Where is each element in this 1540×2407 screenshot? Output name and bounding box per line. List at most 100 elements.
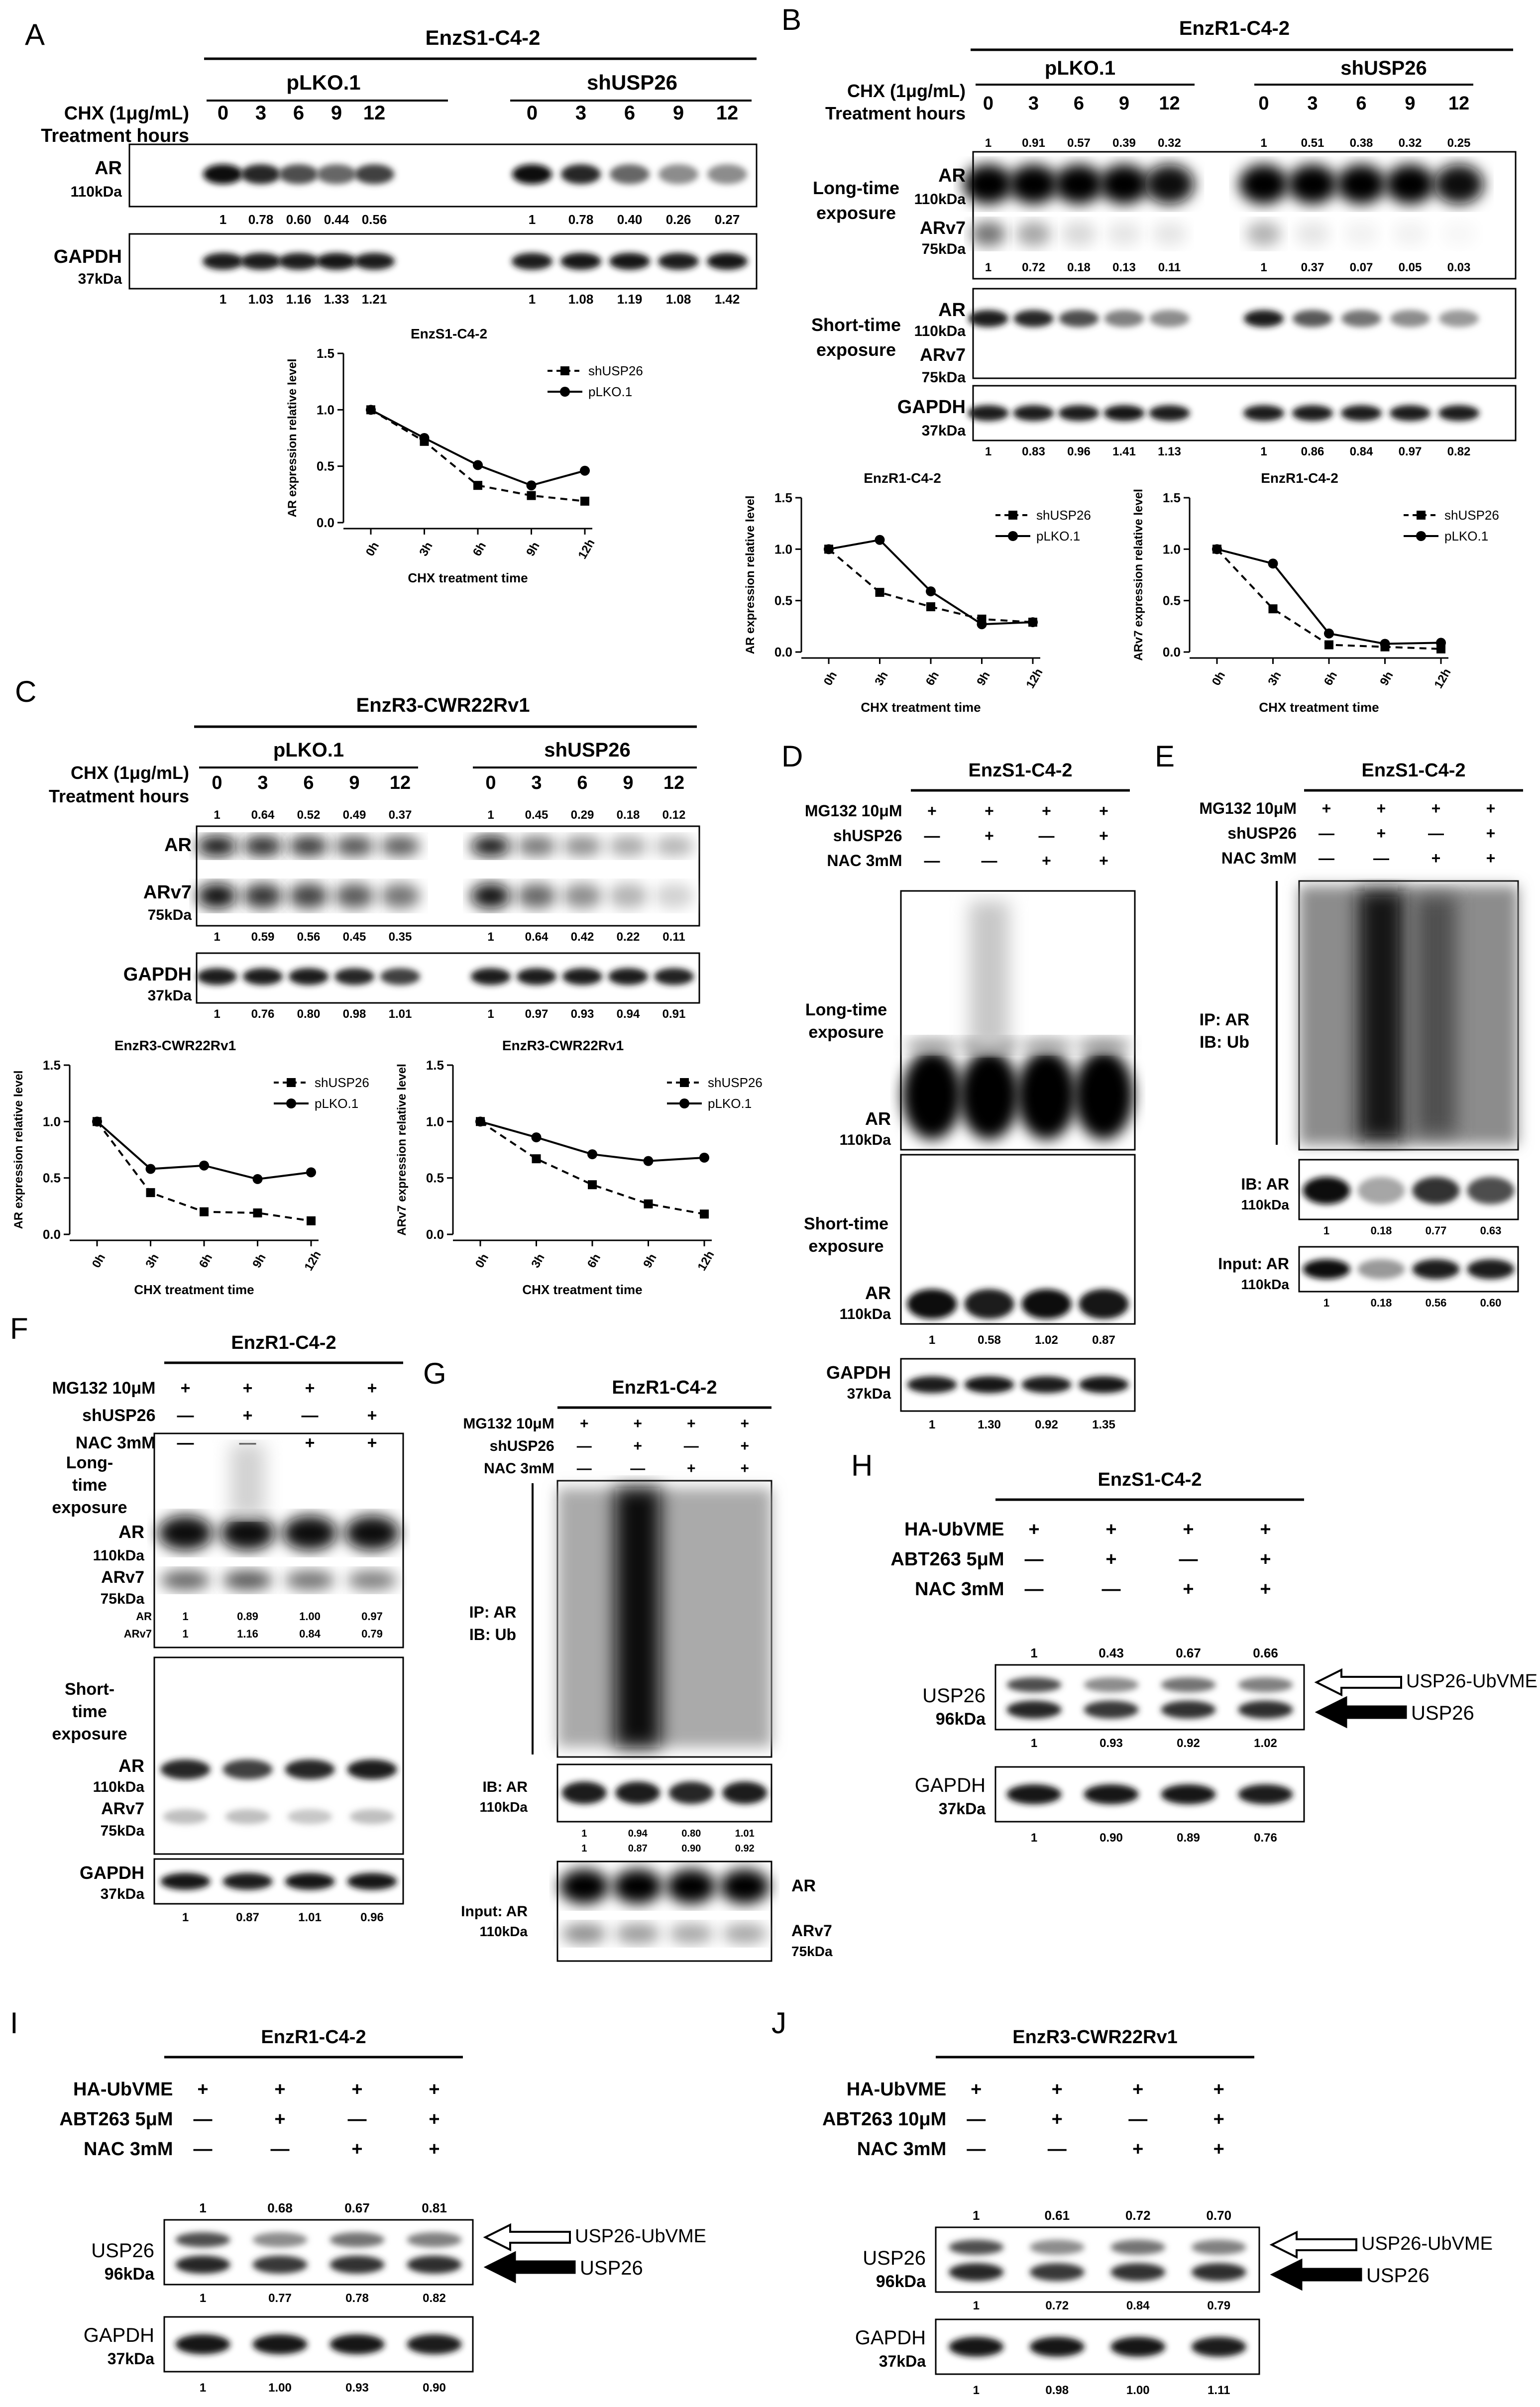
quant-value: 1.00 [268, 2381, 292, 2395]
treatment-sign: + [1377, 824, 1386, 842]
band-ib-ar [722, 1781, 768, 1804]
legend-marker [680, 1078, 689, 1087]
x-tick-label: 9h [524, 540, 542, 558]
x-tick-label: 6h [470, 540, 489, 558]
data-point-square [253, 1208, 262, 1217]
quant-value: 1 [973, 2208, 980, 2223]
x-tick-label: 0h [363, 540, 382, 558]
quant-value: 0.92 [1035, 1418, 1058, 1431]
quant-value: 0.92 [735, 1843, 755, 1854]
band-ar-long [1054, 164, 1104, 204]
legend-label: pLKO.1 [1036, 529, 1080, 544]
quant-value: 1 [214, 808, 220, 822]
blot-short-exposure [900, 1154, 1136, 1325]
quant-value: 1 [529, 292, 536, 307]
treatment-sign: — [194, 2139, 213, 2160]
blot-label: IB: AR [1241, 1175, 1289, 1193]
x-tick-label: 3h [143, 1251, 161, 1270]
hour-label: 3 [1028, 93, 1039, 114]
treatment-sign: — [1179, 1549, 1198, 1570]
quant-value: 1.02 [1254, 1737, 1277, 1750]
band-arv7-short [163, 1809, 208, 1824]
band-gapdh [1110, 2337, 1166, 2357]
quant-value: 0.61 [1044, 2208, 1070, 2223]
blot-gapdh [935, 2318, 1260, 2375]
blot-gapdh [153, 1858, 404, 1905]
treatment-sign: — [967, 2109, 986, 2130]
legend-marker [560, 366, 569, 375]
blot-gapdh [128, 233, 758, 290]
band-gapdh [949, 2337, 1004, 2357]
exposure-label: Long-time [805, 1000, 887, 1019]
treatment-label: shUSP26 [833, 827, 902, 845]
quant-value: 0.68 [267, 2200, 293, 2215]
chart-title: EnzR1-C4-2 [1261, 470, 1338, 486]
treatment-sign: — [684, 1438, 699, 1454]
treatment-sign: + [1183, 1519, 1194, 1540]
treatment-label: ABT263 5μM [890, 1549, 1004, 1570]
data-point-square [644, 1199, 653, 1208]
blot-gapdh [994, 1766, 1305, 1823]
exposure-label: Short- [65, 1680, 114, 1699]
quant-value: 1.16 [237, 1628, 258, 1640]
treatment-sign: + [687, 1416, 696, 1432]
y-axis-label: ARv7 expression relative level [1132, 489, 1145, 661]
blot-input-ar [1298, 1246, 1519, 1293]
treatment-sign: + [1105, 1549, 1116, 1570]
band-gapdh [330, 2334, 385, 2354]
quant-value: 0.87 [1092, 1333, 1115, 1347]
hour-label: 0 [527, 102, 538, 124]
band-ar [512, 164, 552, 184]
quant-value: 1.00 [1126, 2384, 1150, 2397]
blot-short-exposure [972, 288, 1517, 379]
band-arv7-long [347, 1570, 397, 1590]
band-ar-long [1336, 164, 1386, 204]
treatment-sign: + [1322, 799, 1331, 817]
band-gapdh [240, 253, 281, 270]
treatment-sign: — [194, 2109, 213, 2130]
quant-value: 0.97 [361, 1610, 383, 1623]
hour-label: 6 [624, 102, 635, 124]
filled-arrow-icon [483, 2251, 576, 2284]
band-ar-long [1074, 1050, 1134, 1140]
treatment-label: ABT263 10μM [822, 2109, 946, 2130]
ubiquitin-smear [230, 1443, 265, 1518]
legend-marker [1416, 531, 1426, 541]
y-tick-label: 0.5 [1163, 593, 1181, 608]
blot-label: ARv7 [143, 882, 192, 903]
quant-value: 0.03 [1447, 261, 1471, 274]
treatment-sign: — [348, 2109, 367, 2130]
treatment-label: ABT263 5μM [59, 2109, 173, 2130]
band-gapdh [1021, 1376, 1072, 1393]
band-gapdh [608, 968, 648, 985]
legend-marker [287, 1078, 296, 1087]
hour-label: 12 [663, 772, 684, 793]
quant-value: 1 [1323, 1224, 1329, 1237]
x-tick-label: 3h [417, 540, 435, 558]
band-arv7 [334, 883, 374, 908]
blot-input [556, 1860, 772, 1962]
legend-label: shUSP26 [1444, 508, 1499, 523]
y-tick-label: 1.5 [426, 1058, 444, 1073]
band-arv7-long [160, 1570, 211, 1590]
exposure-label: time [72, 1702, 107, 1721]
data-point-square [580, 496, 589, 506]
panel-title: EnzS1-C4-2 [1098, 1469, 1202, 1490]
band-ar [279, 164, 319, 184]
exposure-label: exposure [816, 339, 896, 360]
chart-title: EnzS1-C4-2 [411, 326, 487, 341]
quant-value: 0.22 [617, 930, 640, 944]
series-line-shUSP26 [96, 1121, 312, 1222]
band-usp26 [330, 2256, 385, 2274]
kda-label: 110kDa [479, 1924, 528, 1939]
kda-label: 37kDa [922, 423, 966, 439]
band-arv7 [608, 883, 648, 908]
treatment-label: shUSP26 [1227, 824, 1297, 842]
quant-value: 0.37 [389, 808, 412, 822]
data-point-circle [1436, 638, 1446, 648]
quant-value: 0.80 [297, 1007, 321, 1021]
quant-value: 0.56 [1426, 1297, 1447, 1309]
group-label: shUSP26 [544, 739, 630, 761]
band-usp26 [1191, 2263, 1246, 2281]
quant-value: 1 [581, 1828, 587, 1839]
